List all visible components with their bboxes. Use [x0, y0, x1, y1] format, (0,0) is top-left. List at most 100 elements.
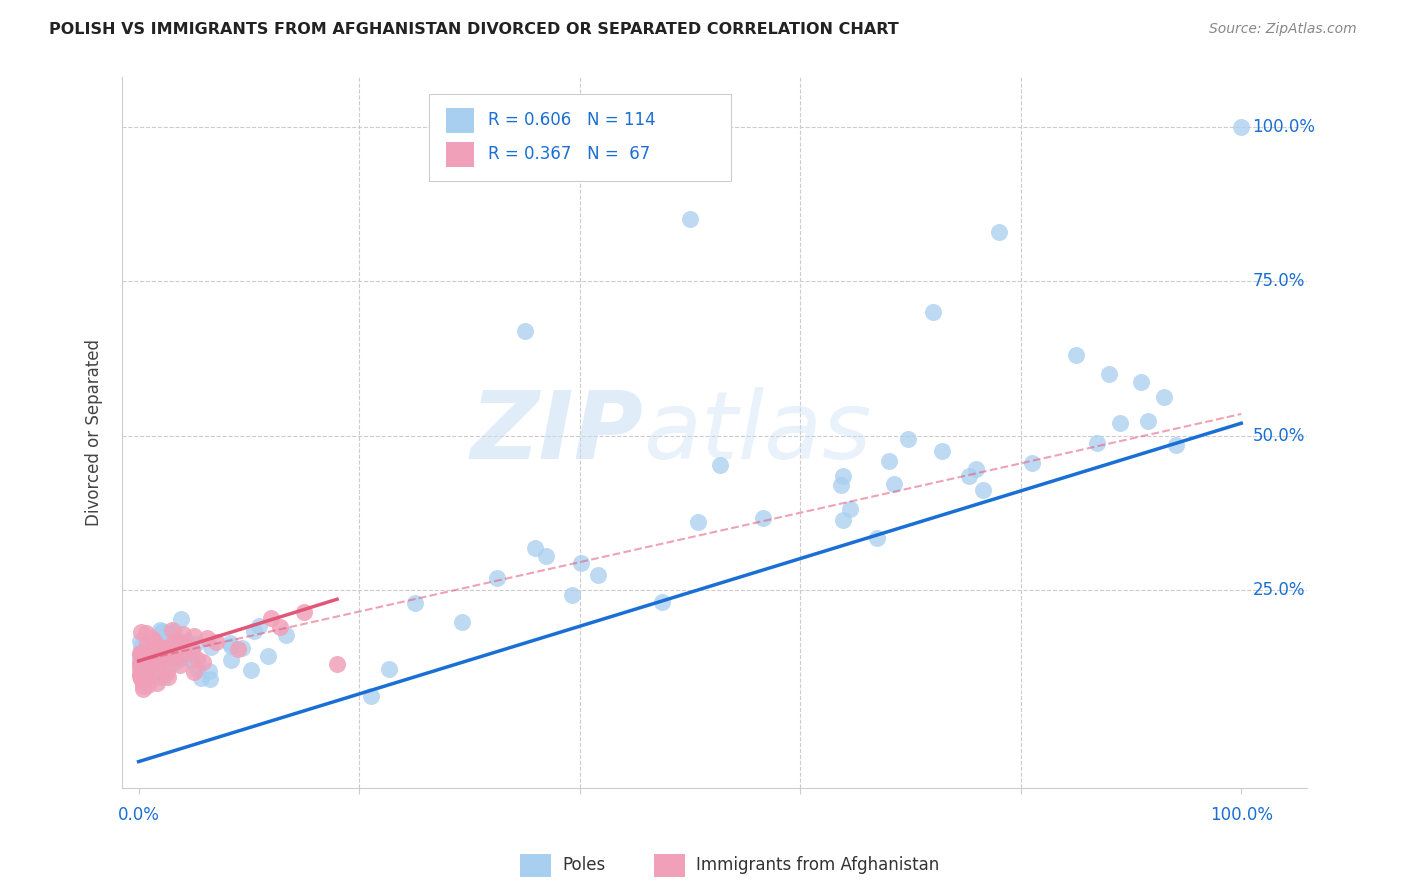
Point	[1064, 348, 1087, 362]
Text: Source: ZipAtlas.com: Source: ZipAtlas.com	[1209, 22, 1357, 37]
Point	[830, 477, 852, 491]
Point	[180, 652, 202, 666]
Point	[139, 649, 162, 664]
Point	[959, 469, 981, 483]
Point	[131, 655, 153, 669]
Point	[181, 646, 204, 660]
Point	[360, 690, 382, 704]
Point	[136, 657, 159, 672]
Point	[163, 624, 186, 639]
Point	[561, 588, 583, 602]
Point	[1087, 436, 1109, 450]
Point	[145, 665, 167, 679]
Point	[269, 620, 291, 634]
Point	[149, 624, 172, 638]
Point	[128, 657, 150, 671]
Point	[129, 624, 152, 639]
Point	[569, 556, 592, 570]
Point	[136, 661, 159, 675]
Point	[142, 640, 165, 654]
Point	[1230, 120, 1253, 134]
Point	[172, 642, 194, 657]
Point	[226, 641, 249, 656]
Text: 100.0%: 100.0%	[1209, 806, 1272, 824]
Text: Poles: Poles	[562, 856, 606, 874]
Point	[145, 658, 167, 673]
Point	[157, 670, 180, 684]
Point	[172, 626, 194, 640]
Point	[1021, 456, 1043, 470]
Point	[169, 658, 191, 673]
Point	[145, 645, 167, 659]
Point	[1166, 438, 1188, 452]
Point	[138, 678, 160, 692]
Point	[160, 626, 183, 640]
Point	[152, 644, 174, 658]
Point	[174, 633, 197, 648]
Point	[153, 667, 176, 681]
Point	[162, 650, 184, 665]
Point	[146, 676, 169, 690]
Point	[485, 571, 508, 585]
Point	[149, 627, 172, 641]
Point	[588, 568, 610, 582]
Point	[149, 640, 172, 655]
Point	[709, 458, 731, 472]
Text: POLISH VS IMMIGRANTS FROM AFGHANISTAN DIVORCED OR SEPARATED CORRELATION CHART: POLISH VS IMMIGRANTS FROM AFGHANISTAN DI…	[49, 22, 898, 37]
Point	[169, 651, 191, 665]
Point	[128, 652, 150, 666]
Point	[157, 639, 180, 653]
Point	[177, 650, 200, 665]
Point	[129, 640, 152, 654]
Point	[150, 659, 173, 673]
Point	[128, 669, 150, 683]
Point	[132, 655, 155, 669]
Point	[162, 656, 184, 670]
Point	[832, 469, 855, 483]
Point	[129, 647, 152, 661]
Point	[152, 636, 174, 650]
Point	[1129, 375, 1152, 389]
Point	[136, 659, 159, 673]
Point	[142, 641, 165, 656]
Point	[136, 636, 159, 650]
Point	[149, 660, 172, 674]
Point	[1137, 414, 1160, 428]
Point	[838, 502, 860, 516]
Point	[148, 669, 170, 683]
Point	[155, 626, 177, 640]
Text: 0.0%: 0.0%	[118, 806, 159, 824]
Point	[146, 640, 169, 655]
Point	[138, 648, 160, 663]
Point	[831, 513, 853, 527]
Point	[173, 647, 195, 661]
Point	[204, 635, 226, 649]
Point	[128, 646, 150, 660]
Point	[142, 651, 165, 665]
Point	[139, 647, 162, 661]
Point	[180, 653, 202, 667]
Point	[972, 483, 994, 498]
Text: ZIP: ZIP	[471, 386, 644, 478]
Point	[198, 672, 221, 686]
Point	[170, 612, 193, 626]
Point	[128, 648, 150, 663]
Point	[257, 648, 280, 663]
Point	[134, 668, 156, 682]
Point	[157, 644, 180, 658]
Point	[132, 679, 155, 693]
Point	[135, 652, 157, 666]
Point	[166, 653, 188, 667]
Point	[142, 663, 165, 677]
Point	[378, 662, 401, 676]
Text: R = 0.367   N =  67: R = 0.367 N = 67	[488, 145, 650, 163]
Point	[131, 657, 153, 671]
Point	[1153, 390, 1175, 404]
Point	[172, 649, 194, 664]
Point	[260, 611, 283, 625]
Point	[150, 624, 173, 638]
Point	[156, 662, 179, 676]
Point	[404, 596, 426, 610]
Point	[163, 634, 186, 648]
Point	[148, 656, 170, 670]
